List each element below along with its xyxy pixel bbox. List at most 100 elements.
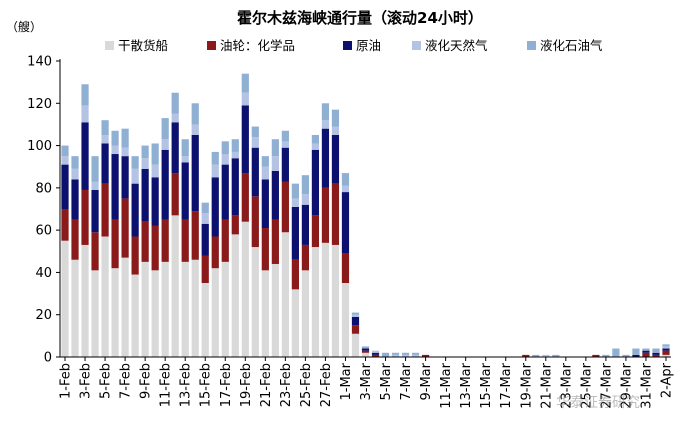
bar-segment-s4-23-Feb — [281, 130, 289, 142]
bar-segment-s3-5-Feb — [101, 135, 109, 144]
bar-segment-s2-3-Feb — [81, 122, 89, 190]
legend: 干散货船 油轮：化学品 原油 液化天然气 液化石油气 — [105, 38, 603, 53]
bar-segment-s3-22-Feb — [271, 156, 279, 171]
bar-segment-s1-14-Feb — [191, 211, 199, 260]
bar-segment-s4-8-Mar — [411, 352, 420, 355]
bar-segment-s2-4-Mar — [371, 352, 380, 355]
legend-label-1: 油轮：化学品 — [220, 38, 295, 53]
bar-segment-s3-25-Feb — [301, 194, 310, 205]
bar-segment-s3-4-Feb — [91, 181, 99, 190]
x-tick-label-3-Feb: 3-Feb — [79, 363, 94, 399]
bar-segment-s1-2-Apr — [662, 350, 670, 355]
bar-segment-s2-20-Feb — [251, 147, 259, 197]
x-tick-label-19-Mar: 19-Mar — [519, 362, 534, 408]
bar-segment-s2-26-Feb — [311, 149, 320, 216]
bar-segment-s0-7-Feb — [121, 257, 129, 357]
legend-label-4: 液化石油气 — [540, 38, 603, 53]
bar-segment-s0-17-Feb — [221, 261, 229, 357]
bar-segment-s2-1-Feb — [61, 164, 69, 209]
bar-segment-s4-5-Mar — [381, 352, 390, 357]
bar-segment-s4-30-Mar — [632, 348, 640, 355]
bar-segment-s0-27-Feb — [321, 242, 330, 357]
bar-segment-s1-4-Feb — [91, 232, 99, 271]
bar-segment-s4-12-Feb — [171, 92, 179, 114]
x-tick-label-31-Mar: 31-Mar — [639, 362, 654, 408]
y-tick-label-20: 20 — [35, 308, 52, 323]
y-tick-label-100: 100 — [27, 139, 52, 154]
bar-segment-s2-24-Feb — [291, 206, 299, 260]
x-tick-label-13-Mar: 13-Mar — [459, 362, 474, 408]
legend-label-2: 原油 — [356, 38, 381, 53]
bar-segment-s0-2-Feb — [71, 259, 79, 357]
bar-segment-s0-28-Feb — [331, 244, 340, 357]
bar-segment-s4-6-Mar — [391, 352, 400, 355]
bar-segment-s4-13-Feb — [181, 139, 189, 157]
x-tick-label-21-Feb: 21-Feb — [259, 363, 274, 407]
x-tick-label-21-Mar: 21-Mar — [539, 362, 554, 408]
x-tick-label-11-Feb: 11-Feb — [159, 363, 174, 407]
bar-segment-s1-1-Apr — [652, 354, 660, 357]
bar-segment-s2-1-Apr — [652, 352, 660, 355]
y-tick-label-120: 120 — [27, 97, 52, 112]
bar-segment-s3-21-Feb — [261, 166, 269, 180]
bar-segment-s2-10-Feb — [151, 177, 159, 226]
bar-segment-s0-21-Feb — [261, 270, 269, 357]
x-tick-label-19-Feb: 19-Feb — [239, 363, 254, 407]
bar-segment-s1-26-Mar — [592, 354, 600, 357]
bar-segment-s2-8-Feb — [131, 183, 139, 237]
bar-segment-s3-2-Mar — [351, 314, 360, 317]
bar-segment-s0-20-Feb — [251, 247, 259, 357]
bar-segment-s1-25-Feb — [301, 244, 310, 271]
bar-segment-s2-25-Feb — [301, 204, 310, 245]
bar-segment-s3-8-Feb — [131, 168, 139, 184]
bar-segment-s0-8-Feb — [131, 274, 139, 357]
x-tick-label-27-Feb: 27-Feb — [319, 363, 334, 407]
bar-segment-s1-26-Feb — [311, 215, 320, 248]
bar-segment-s2-12-Feb — [171, 122, 179, 174]
bar-segment-s4-17-Feb — [221, 141, 229, 155]
bar-segment-s0-18-Feb — [231, 234, 239, 357]
x-tick-label-27-Mar: 27-Mar — [599, 362, 614, 408]
bar-segment-s0-4-Feb — [91, 270, 99, 357]
legend-swatch-3 — [412, 41, 421, 50]
bar-segment-s1-22-Feb — [271, 219, 279, 264]
bar-segment-s2-6-Feb — [111, 154, 119, 220]
bar-segment-s1-10-Feb — [151, 225, 159, 271]
bar-segment-s0-2-Mar — [351, 333, 360, 357]
bar-segment-s1-9-Feb — [141, 221, 149, 262]
x-axis: 1-Feb 3-Feb 5-Feb 7-Feb 9-Feb 11-Feb 13-Feb 15-… — [59, 356, 674, 409]
bar-segment-s3-24-Feb — [291, 198, 299, 207]
x-tick-label-23-Feb: 23-Feb — [279, 363, 294, 407]
bar-segment-s2-3-Mar — [361, 348, 370, 351]
bar-segment-s0-1-Feb — [61, 240, 69, 357]
bar-segment-s1-1-Mar — [341, 253, 350, 283]
bar-segment-s3-6-Mar — [391, 354, 400, 357]
bar-segment-s1-16-Feb — [211, 236, 219, 269]
bar-segment-s1-1-Feb — [61, 209, 69, 241]
bar-segment-s2-21-Feb — [261, 179, 269, 229]
bar-segment-s1-6-Feb — [111, 219, 119, 269]
bar-segment-s1-9-Mar — [421, 354, 430, 357]
legend-swatch-1 — [207, 41, 216, 50]
x-tick-label-9-Mar: 9-Mar — [419, 362, 434, 400]
bar-segment-s0-10-Feb — [151, 270, 159, 357]
bar-segment-s4-1-Mar — [341, 173, 350, 186]
bar-segment-s4-28-Feb — [331, 109, 340, 127]
bar-segment-s1-2-Feb — [71, 219, 79, 260]
bar-segment-s3-19-Feb — [241, 92, 249, 106]
bar-segment-s4-15-Feb — [201, 202, 209, 214]
bar-segment-s4-29-Mar — [622, 354, 630, 357]
y-tick-label-60: 60 — [35, 224, 52, 239]
bar-segment-s0-16-Feb — [211, 268, 219, 357]
x-tick-label-5-Mar: 5-Mar — [379, 362, 394, 400]
bar-segment-s0-15-Feb — [201, 283, 209, 357]
bar-segment-s3-18-Feb — [231, 151, 239, 159]
bar-segment-s4-20-Mar — [532, 354, 540, 357]
y-tick-label-80: 80 — [35, 181, 52, 196]
bar-segment-s0-13-Feb — [181, 261, 189, 357]
bar-segment-s3-7-Feb — [121, 147, 129, 157]
bar-segment-s3-14-Feb — [191, 124, 199, 135]
legend-label-0: 干散货船 — [118, 38, 168, 53]
bar-segment-s0-25-Feb — [301, 270, 310, 357]
